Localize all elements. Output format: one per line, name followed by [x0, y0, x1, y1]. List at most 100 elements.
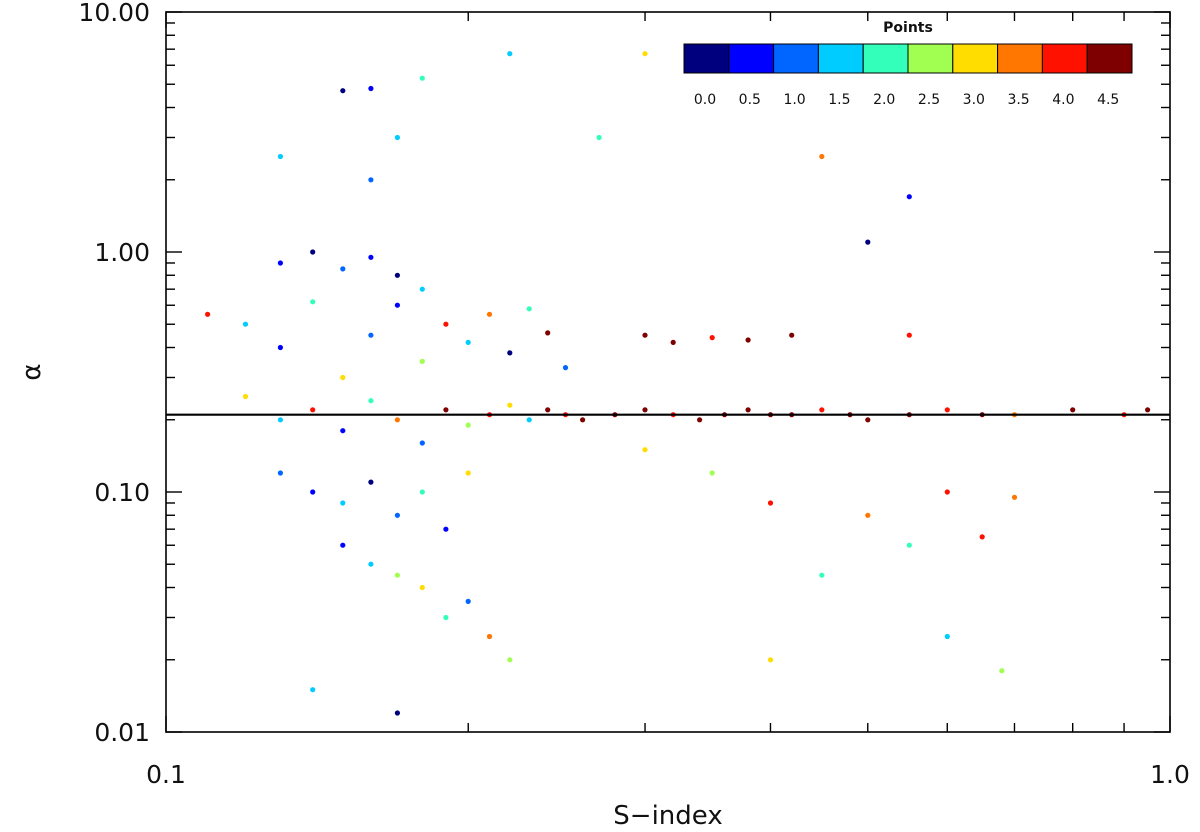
data-point: [865, 512, 871, 518]
data-point: [368, 561, 374, 567]
data-point: [340, 542, 346, 548]
data-point: [205, 311, 211, 317]
data-point: [819, 572, 825, 578]
data-point: [277, 344, 283, 351]
colorbar-label: 2.0: [873, 92, 895, 108]
data-point: [394, 417, 400, 423]
data-points: [205, 51, 1151, 716]
data-point: [443, 407, 449, 413]
data-point: [642, 332, 648, 338]
data-point: [443, 614, 449, 621]
data-point: [507, 350, 513, 356]
data-point: [979, 534, 985, 540]
data-point: [709, 335, 715, 341]
colorbar-swatch: [1086, 43, 1133, 74]
x-axis-title: S−index: [613, 801, 722, 831]
data-point: [340, 428, 346, 434]
data-point: [368, 398, 374, 404]
data-point: [465, 339, 471, 345]
data-point: [745, 407, 751, 413]
data-point: [1145, 407, 1151, 413]
data-point: [340, 374, 346, 381]
data-point: [310, 687, 316, 693]
colorbar-label: 4.5: [1097, 92, 1119, 108]
data-point: [394, 134, 400, 141]
colorbar-label: 3.5: [1007, 92, 1029, 108]
data-point: [419, 489, 425, 495]
colorbar-label: 3.0: [963, 92, 985, 108]
data-point: [443, 321, 449, 327]
x-tick-label: 1.0: [1150, 760, 1190, 789]
data-point: [507, 402, 513, 408]
data-point: [310, 249, 316, 255]
data-point: [906, 194, 912, 200]
data-point: [767, 500, 774, 506]
data-point: [419, 358, 425, 364]
colorbar-swatch: [952, 43, 999, 74]
data-point: [865, 239, 871, 245]
data-point: [277, 260, 283, 266]
data-point: [443, 526, 449, 532]
colorbar-swatch: [817, 43, 864, 74]
data-point: [1070, 407, 1076, 413]
colorbar-label: 0.5: [739, 92, 761, 108]
data-point: [242, 393, 249, 400]
data-point: [819, 407, 825, 413]
data-point: [394, 302, 400, 308]
y-tick-label: 0.10: [94, 478, 150, 507]
data-point: [709, 470, 715, 476]
colorbar-swatch: [907, 43, 954, 74]
x-tick-label: 0.1: [146, 760, 186, 789]
data-point: [944, 489, 950, 495]
data-point: [465, 598, 471, 605]
colorbar-label: 1.0: [783, 92, 805, 108]
colorbar-title: Points: [883, 20, 933, 36]
data-point: [394, 710, 400, 716]
data-point: [368, 254, 374, 260]
plot-frame: [165, 11, 1171, 733]
data-point: [819, 153, 825, 160]
data-point: [745, 337, 751, 343]
data-point: [368, 479, 374, 485]
colorbar-swatch: [1041, 43, 1088, 74]
data-point: [465, 422, 471, 428]
colorbar-swatch: [773, 43, 819, 74]
data-point: [368, 177, 374, 183]
data-point: [789, 332, 795, 338]
data-point: [368, 85, 374, 92]
data-point: [999, 668, 1005, 674]
colorbar-swatch: [728, 43, 775, 74]
axis-ticks: 0.1 1.0 0.01 0.10 1.00 10.00: [78, 0, 1189, 789]
data-point: [340, 88, 346, 94]
data-point: [465, 470, 471, 476]
data-point: [242, 321, 249, 327]
data-point: [419, 75, 425, 81]
colorbar-label: 4.0: [1052, 92, 1074, 108]
data-point: [944, 407, 950, 413]
data-point: [419, 286, 425, 292]
data-point: [310, 407, 316, 413]
y-axis-title: α: [17, 363, 47, 380]
data-point: [670, 339, 676, 345]
colorbar-swatch: [862, 43, 909, 74]
colorbar-label: 1.5: [828, 92, 850, 108]
data-point: [642, 447, 648, 453]
colorbar-label: 0.0: [694, 92, 716, 108]
data-point: [340, 500, 346, 506]
data-point: [642, 407, 648, 413]
data-point: [394, 272, 400, 278]
data-point: [865, 417, 871, 423]
data-point: [545, 330, 551, 336]
data-point: [767, 657, 774, 663]
colorbar-label: 2.5: [918, 92, 940, 108]
data-point: [277, 153, 283, 160]
data-point: [419, 584, 425, 591]
data-point: [507, 657, 513, 663]
data-point: [526, 306, 532, 312]
data-point: [486, 633, 493, 640]
data-point: [1011, 494, 1018, 500]
colorbar: Points 0.0 0.5 1.0 1.5 2.0 2.5 3.0 3.5 4.0 4.5: [683, 20, 1133, 108]
data-point: [394, 572, 400, 578]
